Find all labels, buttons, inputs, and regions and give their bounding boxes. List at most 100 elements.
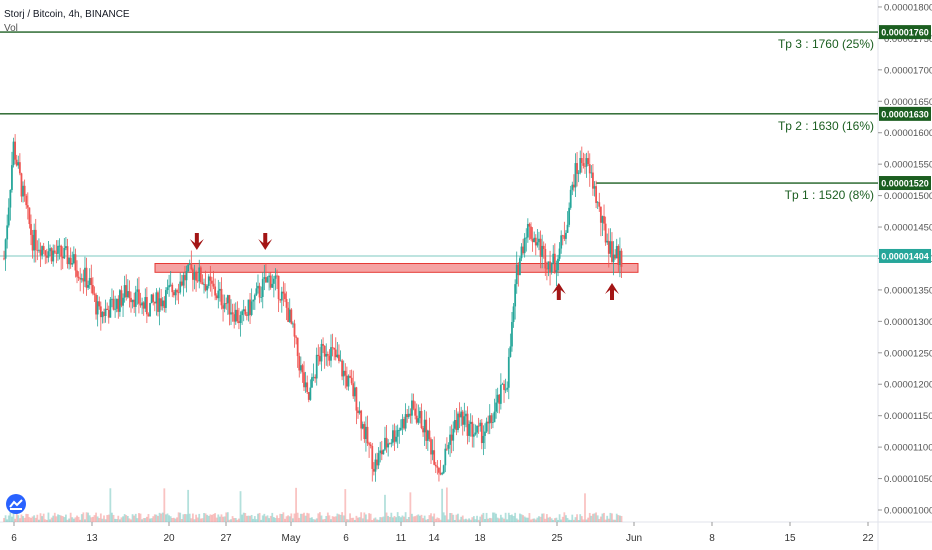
volume-bar [60,515,63,522]
volume-bar [407,516,410,522]
volume-bar [282,512,285,522]
candle-body [277,275,280,300]
volume-bar [190,518,193,522]
candle-body [395,436,397,442]
volume-bar [255,519,258,522]
candle-body [68,257,70,265]
volume-bar [379,517,382,522]
volume-bar [90,517,93,522]
candle-body [41,246,43,256]
volume-bar [341,512,344,522]
candle-body [420,411,423,429]
candle-body [318,356,321,362]
volume-bar [471,517,474,522]
candle-body [585,158,588,167]
candle-body [461,411,464,425]
candle-body [3,258,5,260]
candle-body [398,429,401,431]
volume-bar [358,517,361,522]
candle-body [147,314,150,317]
volume-bar [363,512,366,522]
candle-body [582,163,585,166]
candle-body [80,278,83,280]
candle-body [441,473,444,475]
volume-bar [442,512,445,522]
candle-body [53,250,56,253]
volume-bar [184,513,186,522]
volume-bar [504,512,507,522]
candle-body [112,298,115,310]
candle-body [99,306,102,318]
candle-body [519,258,521,276]
candle-body [417,418,420,423]
volume-bar [47,512,50,522]
candle-body [361,424,364,429]
volume-bar [15,512,18,522]
candle-body [439,472,442,475]
candle-body [468,423,471,436]
volume-bar [65,514,67,522]
volume-bar [28,517,31,522]
volume-bar [84,519,86,522]
volume-bar [201,518,204,522]
candle-body [568,207,571,225]
volume-bar [161,512,164,522]
tradingview-logo-icon[interactable] [6,494,26,514]
volume-bar [318,512,321,522]
volume-bar [439,519,442,522]
volume-bar [257,513,259,522]
candle-body [307,392,310,400]
volume-bar [258,512,261,522]
candle-body [245,314,248,316]
candle-body [552,253,555,264]
volume-bar [550,518,553,522]
candle-body [425,419,428,441]
candle-body [438,467,440,473]
x-tick-label: 25 [551,533,563,544]
x-tick-label: 6 [343,533,349,544]
candle-body [269,275,272,288]
candle-body [14,141,17,160]
volume-bar [176,517,178,522]
volume-bar [111,512,113,522]
candle-body [414,408,417,416]
volume-bar [366,519,369,522]
volume-bar [158,512,161,522]
volume-bar [293,513,296,522]
candle-body [265,277,267,283]
candle-body [250,301,253,315]
volume-bar [87,512,90,522]
candle-body [288,309,291,322]
candle-body [268,275,270,278]
candle-body [345,375,348,387]
candle-body [136,289,139,292]
volume-bar [307,513,310,522]
candle-body [544,249,547,269]
candle-body [118,290,121,312]
candle-body [263,277,266,279]
candle-body [195,272,197,281]
volume-bar [163,488,166,522]
candle-body [223,303,226,309]
volume-bar [230,519,232,522]
candle-body [204,284,207,291]
volume-bar [80,514,83,522]
candle-body [501,383,504,385]
candle-body [550,263,553,273]
volume-bar [574,517,577,522]
candle-body [357,410,359,414]
candle-body [336,354,339,358]
candle-body [566,224,569,233]
volume-bar [153,514,156,522]
candle-body [323,345,326,357]
candle-body [561,235,564,237]
volume-bar [134,513,137,522]
candle-body [611,241,613,262]
volume-bar [206,514,209,522]
volume-bar [91,516,94,522]
volume-bar [501,517,504,522]
candle-body [160,298,163,307]
candle-body [396,430,399,437]
volume-bar [401,515,404,522]
